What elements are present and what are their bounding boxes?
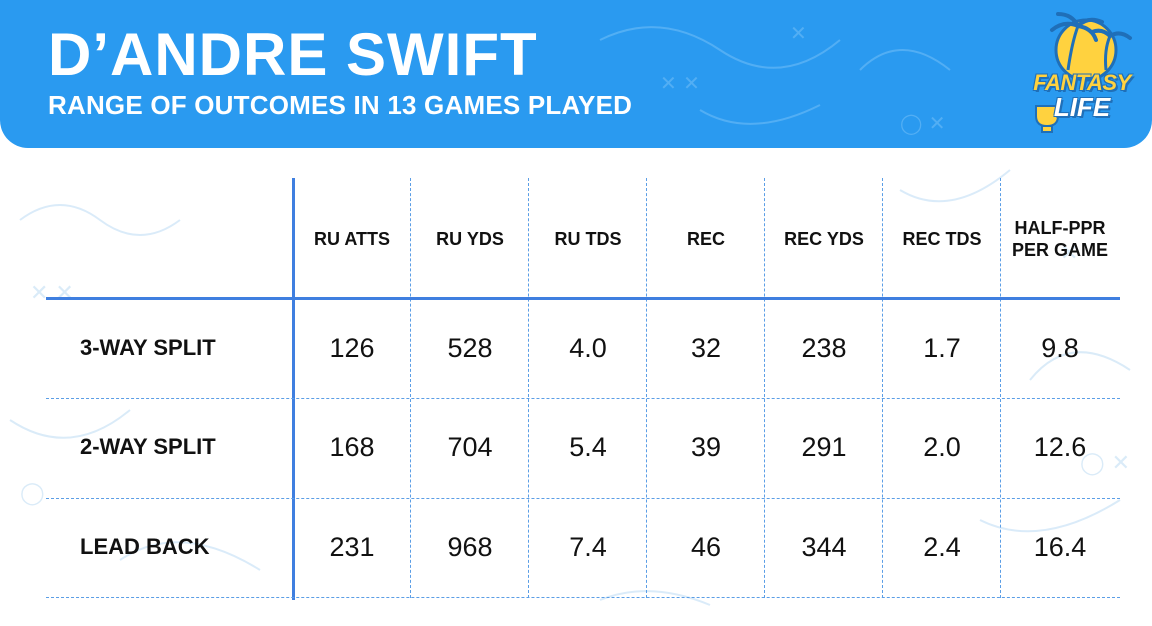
table-cell: 12.6 [1033, 432, 1087, 462]
column-header-half-ppr: HALF-PPR PER GAME [1011, 218, 1108, 260]
svg-text:✕ ✕: ✕ ✕ [30, 281, 74, 306]
column-divider [882, 178, 883, 598]
column-header-ru-tds: RU TDS [554, 229, 622, 249]
svg-text:◯: ◯ [20, 481, 45, 506]
table-cell: 968 [447, 532, 493, 562]
row-divider [46, 597, 1120, 598]
column-header-ru-yds: RU YDS [436, 229, 504, 249]
column-divider [764, 178, 765, 598]
column-divider [1000, 178, 1001, 598]
table-cell: 32 [690, 333, 722, 363]
logo-wordmark-fantasy: FANTASY [1033, 70, 1131, 95]
column-header-rec: REC [686, 229, 725, 249]
table-cell: 16.4 [1033, 532, 1087, 562]
table-cell: 7.4 [569, 532, 607, 562]
table-cell: 46 [690, 532, 722, 562]
table-cell: 4.0 [569, 333, 607, 363]
table-cell: 39 [690, 432, 722, 462]
table-cell: 2.0 [923, 432, 961, 462]
table-cell: 291 [801, 432, 847, 462]
table-cell: 344 [801, 532, 847, 562]
column-header-ru-atts: RU ATTS [314, 229, 390, 249]
table-cell: 2.4 [923, 532, 961, 562]
row-divider [46, 398, 1120, 399]
row-label-3-way-split: 3-WAY SPLIT [80, 335, 216, 360]
page-title: D’ANDRE SWIFT [48, 21, 538, 88]
svg-text:◯ ✕: ◯ ✕ [1080, 451, 1130, 476]
svg-text:✕ ✕: ✕ ✕ [660, 71, 700, 95]
logo-wordmark-life: LIFE [1053, 92, 1111, 122]
table-cell: 528 [447, 333, 493, 363]
column-divider [646, 178, 647, 598]
row-header-divider [292, 178, 295, 600]
row-label-lead-back: LEAD BACK [80, 534, 210, 559]
row-label-2-way-split: 2-WAY SPLIT [80, 434, 216, 459]
column-divider [528, 178, 529, 598]
page-subtitle: RANGE OF OUTCOMES IN 13 GAMES PLAYED [48, 90, 633, 120]
table-cell: 126 [329, 333, 375, 363]
table-cell: 168 [329, 432, 375, 462]
svg-text:✕: ✕ [1060, 241, 1078, 266]
column-divider [410, 178, 411, 598]
table-cell: 704 [447, 432, 493, 462]
table-cell: 9.8 [1041, 333, 1079, 363]
row-divider [46, 498, 1120, 499]
column-header-rec-tds: REC TDS [902, 229, 982, 249]
svg-text:✕: ✕ [790, 21, 807, 45]
table-cell: 5.4 [569, 432, 607, 462]
header-play-pattern: ✕ ✕ ◯ ✕ ✕ [599, 21, 951, 135]
column-header-rec-yds: REC YDS [784, 229, 864, 249]
table-cell: 231 [329, 532, 375, 562]
palm-sun-icon [1035, 12, 1132, 133]
fantasy-life-logo: FANTASY LIFE [1022, 10, 1142, 138]
header-banner: ✕ ✕ ◯ ✕ ✕ D’ANDRE SWIFT RANGE OF OUTCOME… [0, 0, 1152, 148]
svg-text:◯ ✕: ◯ ✕ [900, 111, 946, 135]
table-cell: 1.7 [923, 333, 961, 363]
table-cell: 238 [801, 333, 847, 363]
column-header-divider [46, 297, 1120, 300]
